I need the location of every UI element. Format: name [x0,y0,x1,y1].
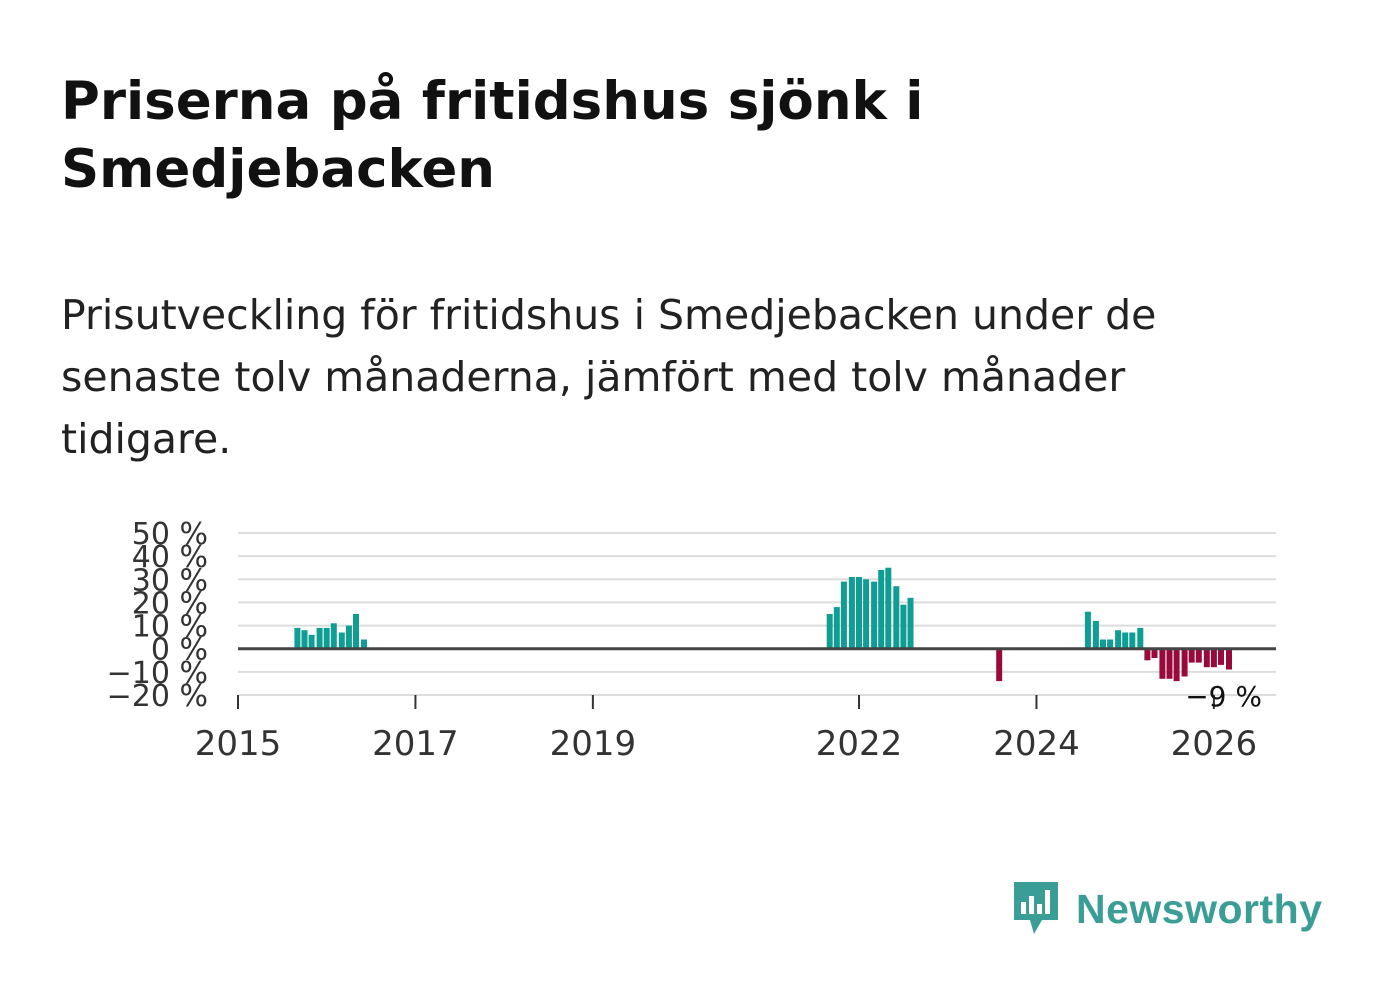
bar [345,625,352,649]
bar [893,586,900,649]
bar [1166,648,1173,679]
bar [1151,648,1158,658]
y-tick-label: −20 % [107,679,208,714]
bar [1084,611,1091,649]
bar [1122,632,1129,649]
bar [833,607,840,649]
chart-subtitle: Prisutveckling för fritidshus i Smedjeba… [61,291,1157,463]
x-tick-label: 2022 [816,724,903,764]
y-tick-label: −10 % [107,656,208,691]
chart-title: Priserna på fritidshus sjönk i Smedjebac… [61,71,924,200]
bar [840,581,847,649]
bar [1210,648,1217,668]
bar [826,614,833,649]
y-tick-label: 20 % [132,586,208,621]
y-tick-label: 50 % [132,517,208,552]
bar [1144,648,1151,661]
bar [323,627,330,649]
bar [871,581,878,649]
bar [878,570,885,649]
latest-value-label: −9 % [1185,680,1262,713]
bar [907,597,914,649]
newsworthy-logo: Newsworthy [1010,878,1323,940]
bar [1173,648,1180,682]
bar [1218,648,1224,665]
x-axis: 2015 2017 2019 2022 2024 2026 [195,647,1276,764]
bar [1137,627,1144,649]
y-tick-label: 0 % [151,633,208,668]
bar [301,630,308,649]
bar [863,579,870,649]
bar [316,627,323,649]
bar [900,604,907,649]
bar [1115,630,1122,649]
y-tick-label: 30 % [132,563,208,598]
bar [1195,648,1202,663]
y-tick-label: 40 % [132,540,208,575]
y-tick-label: 10 % [132,610,208,645]
bar [1100,639,1106,649]
bar [1092,620,1099,649]
x-tick-label: 2017 [372,724,459,764]
x-tick-label: 2019 [550,724,637,764]
bar [1107,639,1114,649]
bar [856,577,862,649]
bar [1181,648,1188,677]
x-tick-label: 2024 [993,724,1080,764]
bar [308,634,315,649]
bar [1159,648,1166,679]
bar [848,577,855,649]
bar [361,639,367,649]
bar [330,623,337,649]
bar [885,567,892,649]
newsworthy-logo-icon [1014,882,1058,934]
bar [1203,648,1210,668]
bar [1188,648,1195,663]
bar [294,627,301,649]
bar [996,648,1003,682]
x-tick-label: 2026 [1171,724,1258,764]
bar [338,632,345,649]
x-tick-label: 2015 [195,724,282,764]
y-axis-ticks: 50 %40 %30 %20 %10 %0 %−10 %−20 % [107,517,208,714]
grid-lines [238,532,1276,696]
bar [1226,648,1232,670]
bar [1129,632,1136,649]
bars [294,567,1232,682]
brand-name: Newsworthy [1076,885,1323,932]
bar [353,614,359,649]
